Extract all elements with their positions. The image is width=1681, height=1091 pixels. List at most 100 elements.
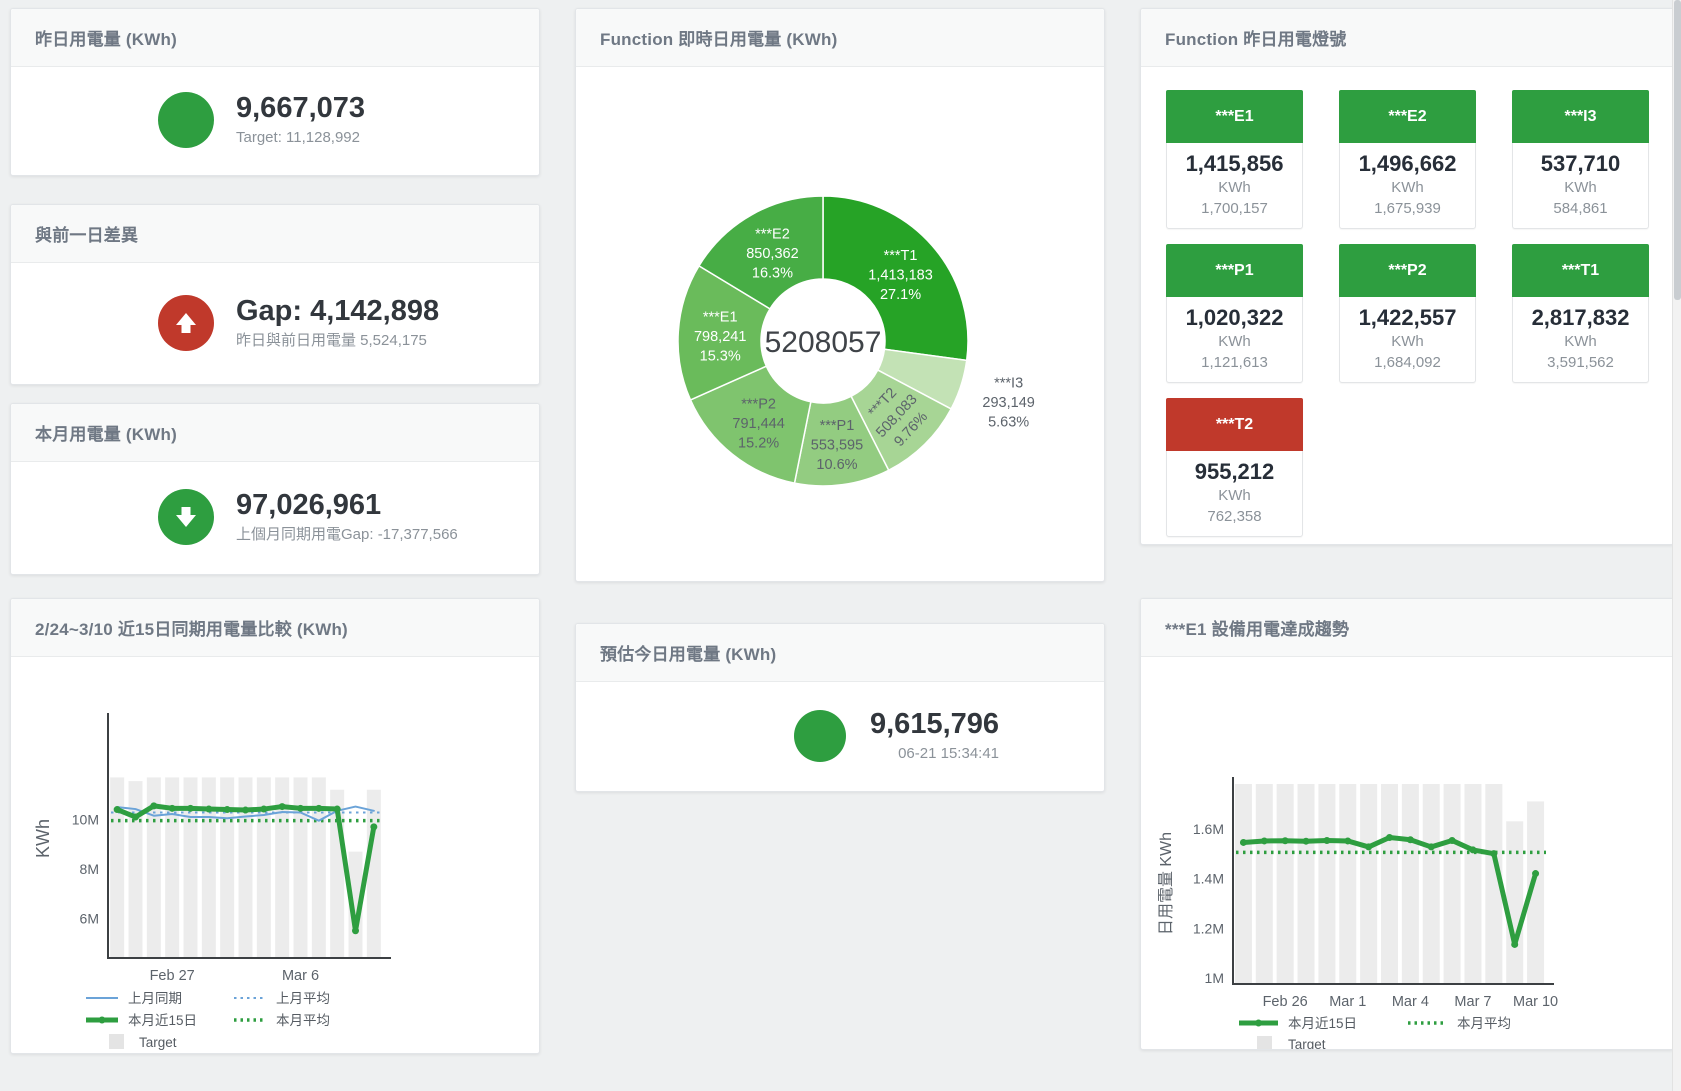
compare-axes (107, 713, 391, 959)
light-tile-name: ***E2 (1388, 107, 1427, 125)
e1trend-target-bar (1255, 783, 1273, 984)
donut-slice-label: ***E2 850,362 16.3% (746, 226, 798, 281)
panel-title-text: Function 昨日用電燈號 (1165, 30, 1347, 49)
status-circle-green (158, 92, 214, 148)
light-tile-target: 762,358 (1207, 508, 1262, 525)
light-tile-unit: KWh (1218, 179, 1251, 196)
e1trend-target-bar (1381, 783, 1398, 984)
donut-slice-label: ***E1 798,241 15.3% (694, 309, 746, 364)
e1-trend-chart[interactable]: 1M 1.2M 1.4M 1.6M Feb 26 Mar 1 Mar 4 Mar 7 Mar 1… (1141, 657, 1673, 1052)
light-tile-name: ***T2 (1215, 415, 1254, 433)
e1trend-target-bar (1401, 783, 1419, 984)
y-tick-label: 1M (1205, 970, 1224, 986)
compare-target-bar (146, 777, 161, 958)
legend-label[interactable]: Target (139, 1035, 177, 1050)
forecast-timestamp: 06-21 15:34:41 (898, 744, 1000, 762)
status-circle-green (794, 709, 846, 762)
light-tile-target: 1,675,939 (1374, 200, 1441, 217)
compare-target-bar (201, 777, 216, 958)
panel-e1-trend-chart: ***E1 設備用電達成趨勢 1M 1.2M 1.4M 1.6M Feb 26 Mar 1… (1140, 598, 1674, 1052)
panel-title-text: 本月用電量 (KWh) (35, 425, 177, 444)
arrow-up-icon (176, 312, 196, 333)
y-tick-label: 8M (80, 861, 99, 877)
light-tile-name: ***E1 (1215, 107, 1254, 125)
light-tiles-grid: ***E1 1,415,856 KWh 1,700,157 ***E2 1,49… (1141, 67, 1673, 560)
light-tile-unit: KWh (1564, 179, 1597, 196)
light-tile-header: ***T1 (1512, 244, 1649, 297)
e1trend-target-bar (1422, 783, 1440, 984)
compare-target-bar (165, 777, 180, 958)
panel-title-text: 預估今日用電量 (KWh) (600, 645, 777, 664)
e1trend-target-bar (1443, 783, 1461, 984)
light-tile-p1: ***P1 1,020,322 KWh 1,121,613 (1166, 244, 1303, 383)
light-tile-target: 584,861 (1553, 200, 1608, 217)
panel-title-compare-chart: 2/24~3/10 近15日同期用電量比較 (KWh) (11, 599, 539, 657)
donut-slice-label: ***P1 553,595 10.6% (811, 418, 863, 473)
x-tick-label: Mar 7 (1454, 994, 1491, 1010)
x-tick-label: Mar 4 (1392, 994, 1429, 1010)
compare-target-bar (128, 781, 143, 958)
light-tile-header: ***I3 (1512, 90, 1649, 143)
scrollbar-thumb[interactable] (1674, 0, 1681, 300)
panel-title-e1-trend: ***E1 設備用電達成趨勢 (1141, 599, 1673, 657)
donut-slice-T1[interactable] (822, 195, 969, 362)
legend-label[interactable]: Target (1288, 1037, 1326, 1052)
compare-target-bar (275, 777, 290, 958)
light-tile-target: 1,700,157 (1201, 200, 1268, 217)
y-tick-label: 6M (80, 910, 99, 926)
light-tile-unit: KWh (1218, 333, 1251, 350)
light-tile-i3: ***I3 537,710 KWh 584,861 (1512, 90, 1649, 229)
e1trend-target-bar (1464, 783, 1482, 984)
legend-label[interactable]: 本月平均 (1457, 1016, 1511, 1031)
light-tile-name: ***P2 (1388, 261, 1427, 279)
panel-title-month-usage: 本月用電量 (KWh) (11, 404, 539, 462)
realtime-usage-donut[interactable]: ***T1 1,413,183 27.1%***I3 293,149 5.63%***T… (576, 67, 1104, 581)
compare-target-bar (293, 777, 308, 958)
y-tick-label: 1.6M (1193, 821, 1224, 837)
e1trend-target-bar (1527, 801, 1545, 984)
e1trend-axes (1232, 777, 1554, 985)
e1trend-target-bar (1276, 783, 1294, 984)
e1trend-target-bar (1485, 783, 1503, 984)
legend-label[interactable]: 本月平均 (276, 1013, 330, 1028)
panel-realtime-donut: Function 即時日用電量 (KWh) ***T1 1,413,183 27.1… (575, 8, 1105, 582)
y-tick-label: 1.4M (1193, 871, 1224, 887)
panel-title-text: ***E1 設備用電達成趨勢 (1165, 620, 1350, 639)
e1trend-target-bar (1339, 783, 1357, 984)
e1trend-target-bar (1360, 783, 1378, 984)
donut-slice-label: ***T1 1,413,183 27.1% (868, 248, 933, 303)
light-tile-e1: ***E1 1,415,856 KWh 1,700,157 (1166, 90, 1303, 229)
donut-slice-E2[interactable] (697, 195, 824, 310)
status-circle-green (158, 489, 214, 545)
light-tile-header: ***E2 (1339, 90, 1476, 143)
panel-day-gap: 與前一日差異 Gap: 4,142,898 昨日與前日用電量 5,524,175 (10, 204, 540, 385)
legend-label[interactable]: 上月平均 (276, 991, 330, 1006)
light-tile-t2: ***T2 955,212 KWh 762,358 (1166, 398, 1303, 537)
yesterday-usage-target: Target: 11,128,992 (236, 129, 360, 146)
legend-label[interactable]: 上月同期 (128, 991, 182, 1006)
day-gap-sub: 昨日與前日用電量 5,524,175 (236, 331, 427, 349)
legend-label[interactable]: 本月近15日 (128, 1013, 197, 1028)
donut-slice-label: ***P2 791,444 15.2% (732, 396, 784, 451)
legend-swatch-target[interactable] (1257, 1036, 1272, 1051)
light-tile-value: 1,020,322 (1185, 305, 1284, 330)
yesterday-usage-value: 9,667,073 (236, 92, 366, 124)
panel-light-signals: Function 昨日用電燈號 ***E1 1,415,856 KWh 1,70… (1140, 8, 1674, 545)
light-tile-value: 1,415,856 (1185, 151, 1284, 176)
light-tile-name: ***T1 (1561, 261, 1600, 279)
light-tile-value: 537,710 (1540, 151, 1621, 176)
compare-series-line (116, 805, 375, 822)
light-tile-t1: ***T1 2,817,832 KWh 3,591,562 (1512, 244, 1649, 383)
legend-label[interactable]: 本月近15日 (1288, 1016, 1357, 1031)
e1trend-target-bar (1506, 821, 1524, 984)
panel-forecast-today: 預估今日用電量 (KWh) 9,615,796 06-21 15:34:41 (575, 623, 1105, 792)
panel-title-day-gap: 與前一日差異 (11, 205, 539, 263)
panel-title-light-signals: Function 昨日用電燈號 (1141, 9, 1673, 67)
light-tile-value: 2,817,832 (1531, 305, 1630, 330)
legend-swatch-target[interactable] (109, 1034, 124, 1049)
e1trend-target-bar (1318, 783, 1336, 984)
vertical-scrollbar[interactable] (1672, 0, 1681, 1091)
e1trend-target-bar (1234, 783, 1252, 984)
light-tile-e2: ***E2 1,496,662 KWh 1,675,939 (1339, 90, 1476, 229)
